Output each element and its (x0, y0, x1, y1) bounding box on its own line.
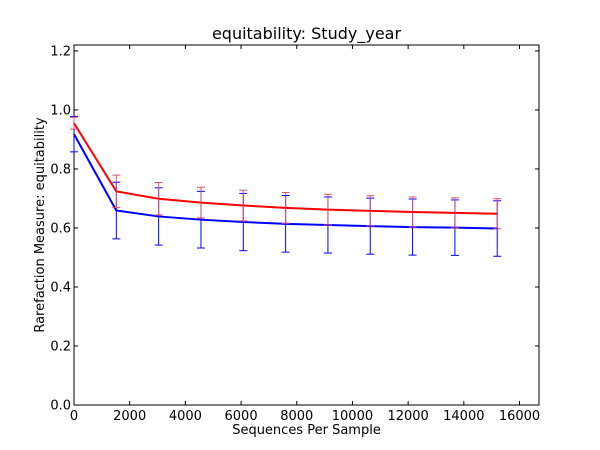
data-point-1 (369, 225, 371, 227)
data-point-0 (158, 198, 160, 200)
x-tick-label: 6000 (225, 409, 258, 424)
data-point-1 (412, 226, 414, 228)
y-tick-label: 0.8 (50, 162, 71, 177)
x-tick-label: 2000 (113, 409, 146, 424)
data-point-0 (369, 210, 371, 212)
x-axis-label: Sequences Per Sample (232, 423, 381, 438)
plot-frame (73, 44, 540, 406)
x-tick-label: 0 (70, 409, 78, 424)
y-tick-label: 1.2 (50, 44, 71, 59)
x-tick-label: 10000 (332, 409, 373, 424)
data-point-1 (496, 228, 498, 230)
data-point-1 (73, 133, 75, 135)
data-point-0 (327, 209, 329, 211)
data-point-0 (496, 213, 498, 215)
x-tick-label: 16000 (499, 409, 540, 424)
data-point-1 (158, 215, 160, 217)
x-tick-label: 14000 (443, 409, 484, 424)
data-point-0 (115, 190, 117, 192)
data-point-0 (454, 212, 456, 214)
y-tick-label: 1.0 (50, 103, 71, 118)
data-point-0 (73, 122, 75, 124)
data-point-1 (454, 227, 456, 229)
data-point-1 (285, 223, 287, 225)
data-point-0 (200, 202, 202, 204)
data-point-0 (242, 205, 244, 207)
plot-area: 0 2000 4000 6000 8000 10000 12000 14000 16000 0.0… (50, 44, 540, 424)
y-tick-label: 0.2 (50, 339, 71, 354)
data-point-1 (115, 210, 117, 212)
data-point-0 (285, 207, 287, 209)
y-tick-label: 0.0 (50, 399, 71, 414)
chart-title: equitability: Study_year (212, 24, 402, 44)
data-point-1 (242, 221, 244, 223)
data-point-1 (327, 224, 329, 226)
y-tick-label: 0.6 (50, 221, 71, 236)
y-tick-label: 0.4 (50, 280, 71, 295)
x-tick-label: 4000 (169, 409, 202, 424)
x-tick-label: 8000 (280, 409, 313, 424)
y-axis-label: Rarefaction Measure: equitability (33, 117, 48, 333)
x-tick-label: 12000 (387, 409, 428, 424)
data-point-0 (412, 211, 414, 213)
data-point-1 (200, 219, 202, 221)
